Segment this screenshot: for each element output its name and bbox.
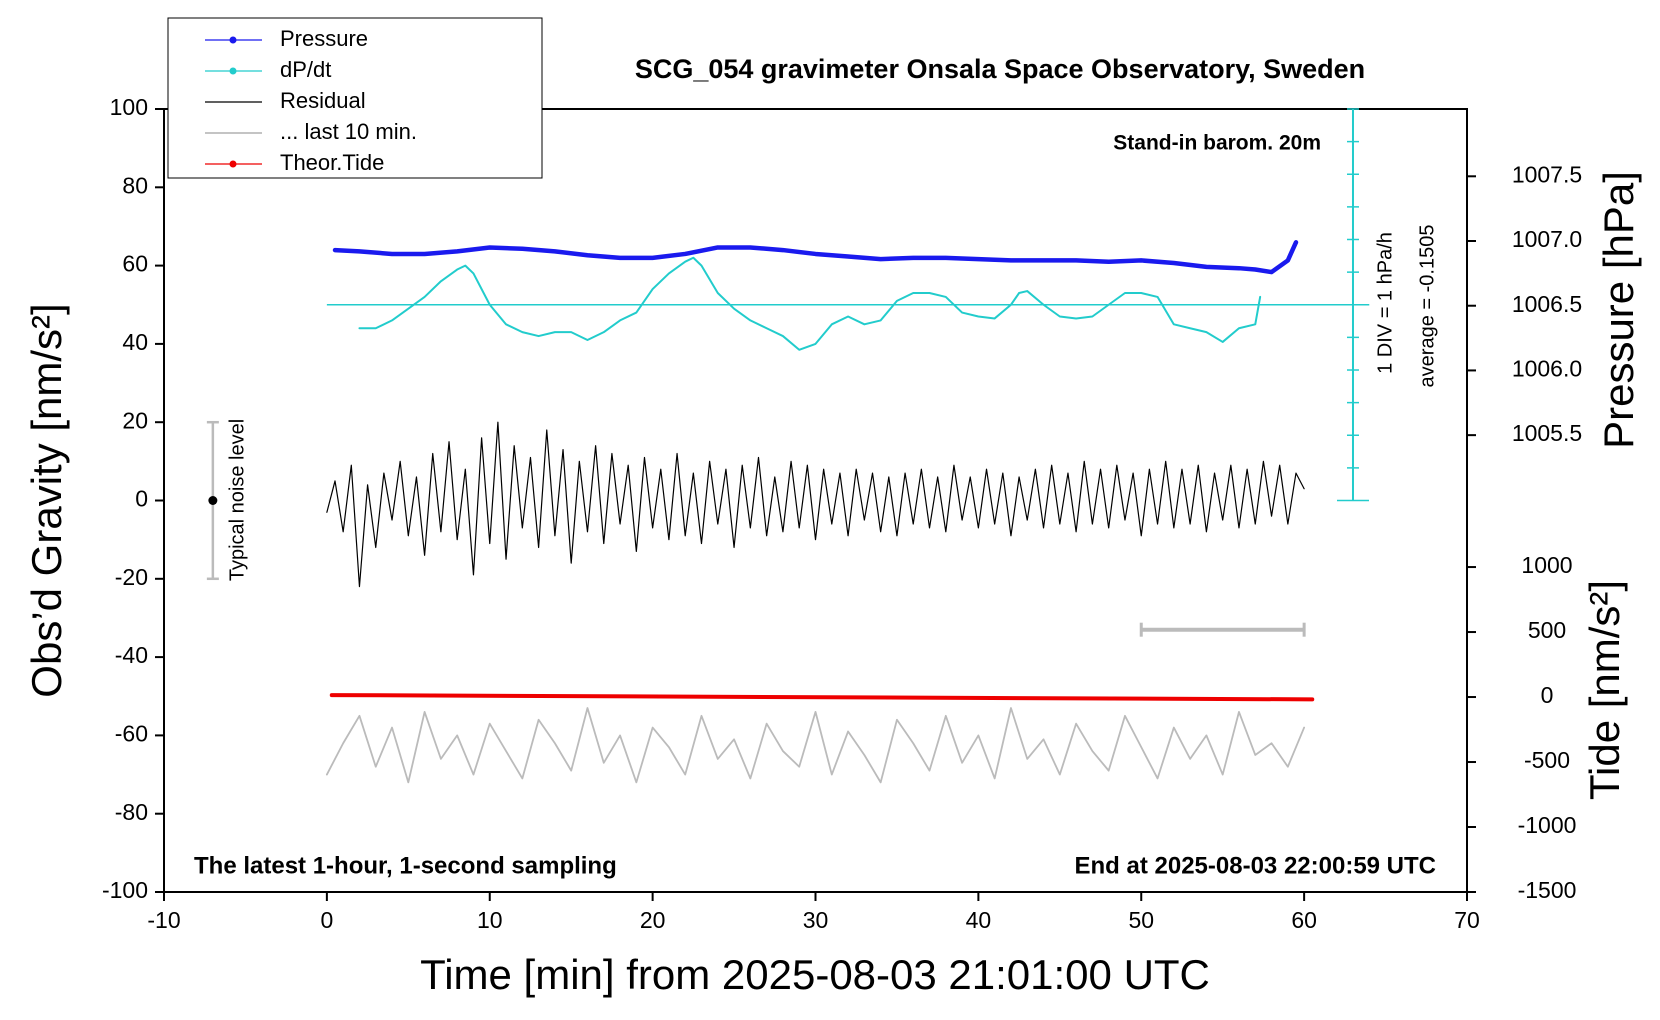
series-line (325, 707, 1306, 784)
y3-tick-label: -1500 (1518, 877, 1577, 903)
series-line (326, 421, 1305, 588)
y3-tick-label: -500 (1524, 747, 1570, 773)
x-tick-label: 10 (477, 907, 503, 933)
y-tick-label: -20 (115, 564, 148, 590)
annotation: End at 2025-08-03 22:00:59 UTC (1075, 852, 1437, 879)
y3-axis-label: Tide [nm/s²] (1581, 580, 1628, 800)
x-tick-label: 30 (803, 907, 829, 933)
x-tick-label: 70 (1454, 907, 1480, 933)
y-tick-label: -100 (102, 877, 148, 903)
annotation: average = -0.1505 (1416, 225, 1438, 388)
chart-title: SCG_054 gravimeter Onsala Space Observat… (635, 54, 1365, 84)
x-axis-label: Time [min] from 2025-08-03 21:01:00 UTC (420, 951, 1210, 998)
annotation: 1 DIV = 1 hPa/h (1374, 232, 1396, 374)
legend-label: Residual (280, 88, 366, 113)
y-axis-label: Obs’d Gravity [nm/s²] (23, 303, 70, 697)
legend-label: dP/dt (280, 57, 331, 82)
y2-tick-label: 1006.5 (1512, 291, 1582, 317)
legend-marker (229, 160, 237, 168)
y3-tick-label: 1000 (1521, 552, 1572, 578)
y-tick-label: 40 (122, 329, 148, 355)
x-tick-label: 40 (966, 907, 992, 933)
y3-tick-label: -1000 (1518, 812, 1577, 838)
series-line (329, 693, 1315, 702)
y-tick-label: 20 (122, 407, 148, 433)
y-tick-label: -40 (115, 642, 148, 668)
legend-marker (229, 36, 237, 44)
y2-tick-label: 1007.0 (1512, 226, 1582, 252)
y3-tick-label: 500 (1528, 617, 1566, 643)
y2-tick-label: 1006.0 (1512, 356, 1582, 382)
y-tick-label: 60 (122, 251, 148, 277)
y-tick-label: 0 (135, 486, 148, 512)
y3-tick-label: 0 (1541, 682, 1554, 708)
y-tick-label: -80 (115, 799, 148, 825)
legend-marker (229, 67, 237, 75)
x-tick-label: 0 (320, 907, 333, 933)
y-tick-label: 80 (122, 172, 148, 198)
annotation: The latest 1-hour, 1-second sampling (194, 852, 617, 879)
legend: Pressure dP/dt Residual ... last 10 min. The… (167, 17, 543, 179)
y2-tick-label: 1005.5 (1512, 420, 1582, 446)
y2-tick-label: 1007.5 (1512, 161, 1582, 187)
x-tick-label: -10 (147, 907, 180, 933)
x-tick-label: 60 (1291, 907, 1317, 933)
y-tick-label: -60 (115, 720, 148, 746)
y-tick-label: 100 (110, 94, 148, 120)
legend-box (167, 17, 543, 179)
legend-label: Pressure (280, 26, 368, 51)
y2-axis-label: Pressure [hPa] (1595, 171, 1642, 449)
annotation: Stand-in barom. 20m (1113, 132, 1321, 155)
annotation: Typical noise level (226, 419, 248, 581)
x-tick-label: 20 (640, 907, 666, 933)
x-tick-label: 50 (1128, 907, 1154, 933)
series-line (332, 240, 1299, 275)
series-line (358, 256, 1262, 351)
legend-label: Theor.Tide (280, 150, 384, 175)
noise-center (208, 496, 218, 505)
legend-label: ... last 10 min. (280, 119, 417, 144)
